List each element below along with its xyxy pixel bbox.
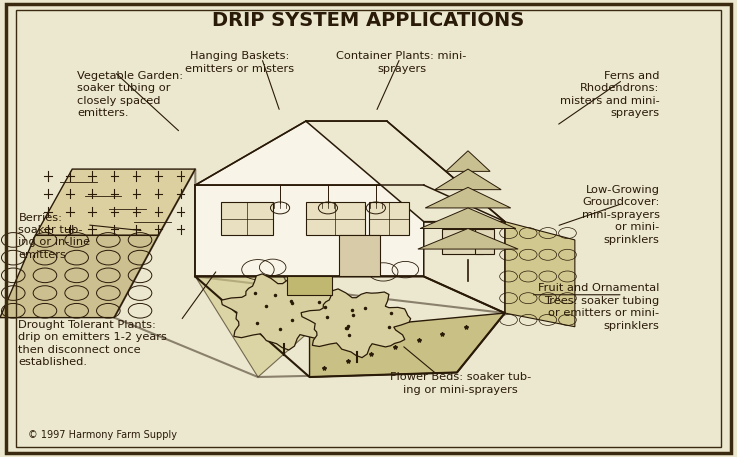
Text: Hanging Baskets:
emitters or misters: Hanging Baskets: emitters or misters [185,51,294,74]
Bar [339,235,380,276]
Bar [287,276,332,295]
Polygon shape [195,276,310,377]
Polygon shape [0,235,158,318]
Text: Ferns and
Rhodendrons:
misters and mini-
sprayers: Ferns and Rhodendrons: misters and mini-… [560,71,660,118]
Text: DRIP SYSTEM APPLICATIONS: DRIP SYSTEM APPLICATIONS [212,11,525,30]
Polygon shape [418,228,518,249]
Bar [221,202,273,235]
Polygon shape [425,187,511,208]
Polygon shape [446,151,490,171]
Polygon shape [420,208,516,228]
Text: Flower Beds: soaker tub-
ing or mini-sprayers: Flower Beds: soaker tub- ing or mini-spr… [390,372,531,395]
Bar [306,202,365,235]
Polygon shape [35,169,195,235]
Polygon shape [195,185,424,276]
Bar [442,228,483,254]
Polygon shape [301,289,411,357]
Text: Container Plants: mini-
sprayers: Container Plants: mini- sprayers [337,51,467,74]
Text: © 1997 Harmony Farm Supply: © 1997 Harmony Farm Supply [28,430,177,440]
Polygon shape [424,185,505,313]
Polygon shape [221,274,343,350]
Bar [368,202,409,235]
Text: Vegetable Garden:
soaker tubing or
closely spaced
emitters.: Vegetable Garden: soaker tubing or close… [77,71,184,118]
Text: Drought Tolerant Plants:
drip on emitters 1-2 years
then disconnect once
establi: Drought Tolerant Plants: drip on emitter… [18,320,167,367]
Polygon shape [306,121,505,222]
Polygon shape [310,313,505,377]
Polygon shape [195,121,424,185]
Text: Fruit and Ornamental
Trees: soaker tubing
or emitters or mini-
sprinklers: Fruit and Ornamental Trees: soaker tubin… [538,283,660,330]
Text: Low-Growing
Groundcover:
mini-sprayers
or mini-
sprinklers: Low-Growing Groundcover: mini-sprayers o… [581,185,660,244]
Polygon shape [435,169,501,190]
Bar [475,228,494,254]
Polygon shape [505,222,575,327]
Text: Berries:
soaker tub-
ing or in-line
emitters: Berries: soaker tub- ing or in-line emit… [18,213,91,260]
